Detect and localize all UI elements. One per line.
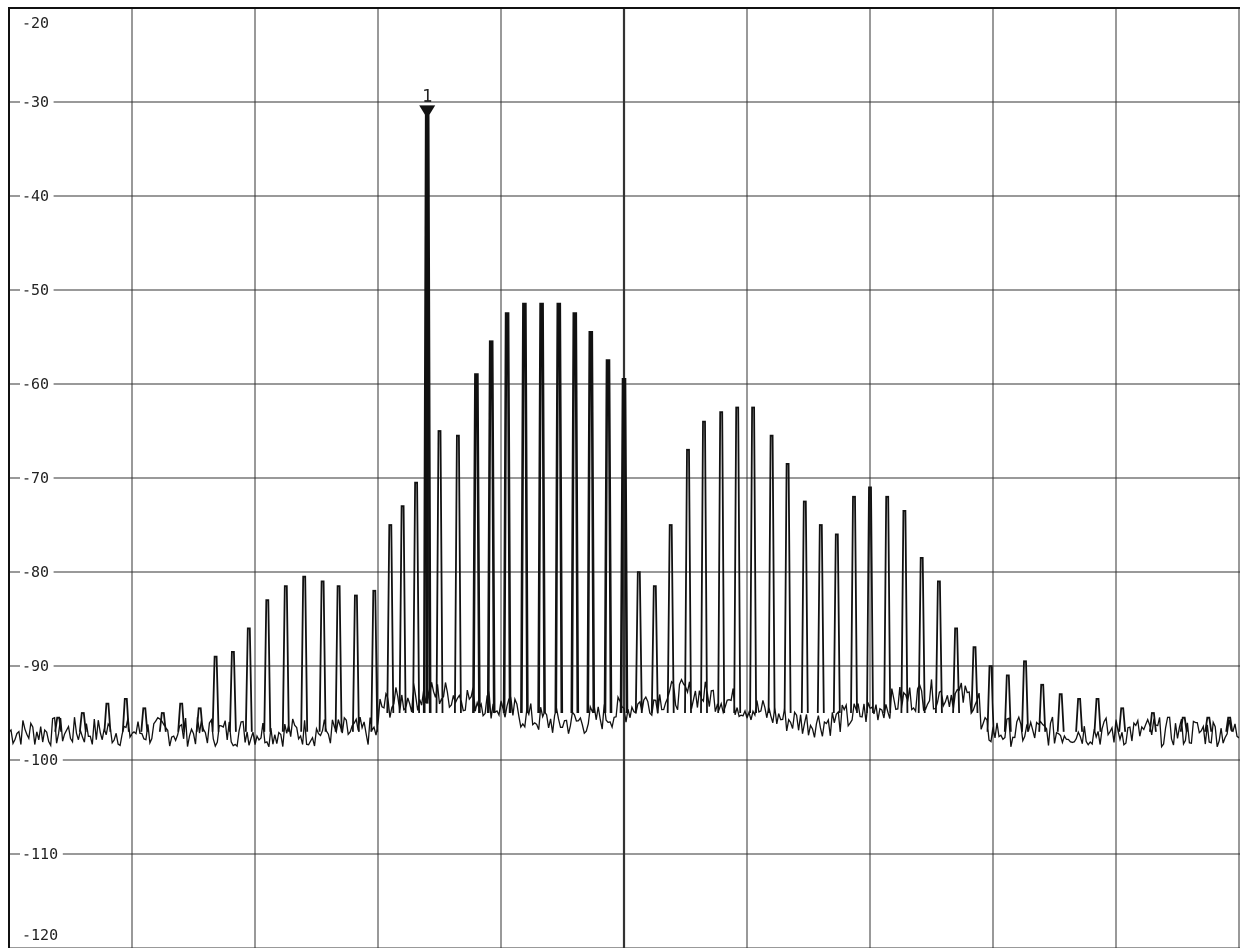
spectral-peak	[537, 302, 546, 714]
spectral-peak	[1225, 716, 1234, 732]
y-tick-label: -90	[22, 657, 49, 675]
spectral-peak	[866, 486, 874, 714]
y-tick-label: -60	[22, 375, 49, 393]
spectral-peak	[520, 302, 529, 714]
spectral-peak	[1056, 693, 1065, 732]
spectral-peak	[733, 406, 742, 714]
y-tick-label-bg	[20, 376, 54, 393]
spectral-peak	[666, 524, 675, 714]
spectral-peak	[767, 434, 776, 714]
spectrum-trace	[8, 677, 1240, 749]
spectral-peak	[195, 707, 204, 732]
y-tick-label-bg	[20, 282, 54, 299]
spectral-peak	[486, 340, 496, 714]
spectral-peak	[352, 594, 360, 732]
plot-frame	[8, 7, 1240, 948]
spectral-peak	[398, 505, 407, 714]
spectral-peak	[1003, 674, 1012, 732]
spectral-peak	[334, 585, 343, 732]
y-tick-label: -30	[22, 93, 49, 111]
spectral-peak	[935, 580, 943, 714]
spectral-peak	[986, 665, 995, 732]
spectral-peak	[211, 655, 220, 732]
y-tick-label: -40	[22, 187, 49, 205]
spectral-peak	[783, 463, 792, 714]
spectral-peak	[1093, 698, 1102, 732]
y-tick-label: -70	[22, 469, 49, 487]
spectral-peak	[650, 585, 659, 714]
spectral-peak	[244, 627, 253, 732]
spectral-peak	[917, 557, 926, 714]
spectral-peak	[454, 434, 462, 714]
y-tick-label-bg	[20, 188, 54, 205]
spectral-peak	[554, 302, 564, 714]
spectral-peak	[121, 698, 130, 732]
y-tick-label-bg	[20, 752, 63, 769]
spectral-peak	[970, 646, 979, 714]
y-tick-label: -20	[22, 14, 49, 32]
spectral-peak	[850, 495, 858, 714]
y-tick-label: -100	[22, 751, 58, 769]
spectral-peak	[78, 712, 87, 732]
y-tick-label-bg	[20, 94, 54, 111]
spectral-peak	[318, 580, 327, 732]
spectral-peak	[684, 448, 692, 714]
y-tick-label-bg	[20, 658, 54, 675]
spectral-peak	[1118, 707, 1127, 732]
spectral-peak	[229, 651, 237, 732]
spectral-peak	[749, 406, 757, 714]
spectral-peak	[177, 702, 186, 732]
spectral-peak	[370, 589, 379, 732]
spectral-peak	[1021, 660, 1029, 732]
spectral-peak	[634, 571, 643, 714]
spectral-peak	[900, 510, 909, 714]
spectral-peak	[832, 533, 841, 714]
y-tick-label-bg	[20, 470, 54, 487]
marker-triangle-icon	[419, 105, 436, 119]
y-tick-label: -120	[22, 926, 58, 944]
y-tick-label-bg	[20, 927, 63, 944]
spectral-peak	[800, 500, 809, 714]
y-tick-label: -50	[22, 281, 49, 299]
y-tick-label-bg	[20, 564, 54, 581]
spectral-peak	[603, 359, 613, 714]
spectral-peak	[386, 524, 395, 714]
spectral-peak	[586, 331, 596, 714]
spectral-peak	[1149, 712, 1157, 732]
spectral-peak	[300, 575, 309, 732]
spectral-peak	[263, 599, 272, 732]
spectral-peak	[281, 585, 290, 732]
spectral-peak	[700, 420, 708, 714]
marker-label: 1	[422, 86, 432, 106]
spectral-peak	[883, 495, 892, 714]
marker-1: 1	[419, 86, 436, 704]
y-tick-labels: -20 -30 -40 -50 -60 -70 -80 -90 -100 -110 -120	[20, 14, 63, 944]
y-tick-label-bg	[20, 846, 63, 863]
spectral-peak	[717, 411, 726, 714]
spectral-peak	[103, 702, 112, 732]
spectral-peak	[54, 716, 63, 732]
y-tick-label: -110	[22, 845, 58, 863]
spectral-peak	[619, 378, 629, 714]
spectral-peak	[570, 312, 580, 714]
spectral-peak	[1204, 716, 1213, 732]
spectral-peaks	[54, 110, 1234, 732]
y-tick-label-bg	[20, 15, 54, 32]
spectral-peak	[412, 481, 420, 714]
spectral-peak	[140, 707, 149, 732]
spectral-peak	[1179, 716, 1188, 732]
spectral-peak	[502, 312, 512, 714]
spectral-peak	[1038, 683, 1047, 732]
spectral-peak	[158, 712, 167, 732]
spectral-peak	[472, 373, 481, 714]
spectral-peak	[435, 430, 444, 714]
spectral-peak	[952, 627, 960, 714]
spectral-peak	[816, 524, 825, 714]
spectral-peak	[1075, 698, 1083, 732]
y-tick-label: -80	[22, 563, 49, 581]
